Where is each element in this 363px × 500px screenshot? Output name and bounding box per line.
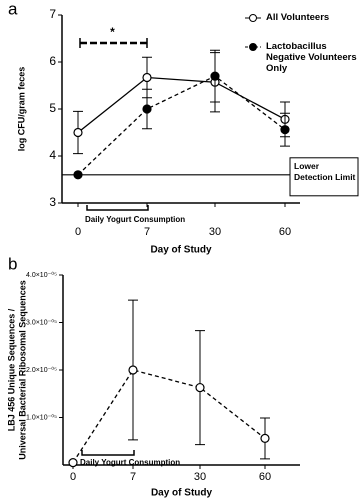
x-tick-label: 30: [194, 471, 206, 483]
series-line: [72, 369, 266, 463]
y-tick-label: 3: [49, 195, 56, 209]
series-line: [77, 75, 286, 176]
legend-label: All Volunteers: [266, 12, 330, 23]
point: [142, 104, 152, 114]
y-tick-label: 4: [49, 148, 56, 162]
point: [73, 127, 83, 138]
panel-label: b: [8, 254, 17, 273]
legend-marker: [249, 43, 257, 51]
y-axis-label: log CFU/gram feces: [16, 67, 26, 152]
x-tick-label: 30: [209, 226, 221, 238]
y-tick-label: 5: [49, 101, 56, 115]
point: [128, 365, 138, 375]
legend-marker: [249, 14, 257, 22]
x-tick-label: 60: [279, 226, 291, 238]
legend-label: Lactobacillus Negative Volunteers Only: [266, 41, 357, 74]
y-tick-label: 6: [49, 54, 56, 68]
y-tick-label: 3.0×10⁻⁰⁵: [26, 318, 57, 326]
reference-label: Lower Detection Limit: [294, 160, 356, 182]
point: [210, 71, 220, 81]
point: [260, 433, 270, 443]
x-axis-label: Day of Study: [151, 488, 213, 499]
bracket: [81, 450, 135, 456]
bracket-label: Daily Yogurt Consumption: [80, 458, 180, 467]
bracket: [86, 205, 149, 211]
point: [142, 72, 152, 83]
significance-label: *: [110, 25, 115, 39]
bracket-label: Daily Yogurt Consumption: [85, 215, 185, 224]
x-tick-label: 7: [144, 226, 150, 238]
x-tick-label: 0: [75, 226, 81, 238]
x-tick-label: 0: [70, 471, 76, 483]
y-tick-label: 1.0×10⁻⁰⁵: [26, 413, 57, 421]
y-tick-label: 4.0×10⁻⁰⁵: [26, 271, 57, 279]
x-axis-label: Day of Study: [150, 245, 212, 256]
x-tick-label: 7: [130, 471, 136, 483]
y-axis-label: Universal Bacterial Ribosomal Sequences: [17, 280, 27, 460]
panel-label: a: [8, 0, 18, 18]
y-tick-label: 7: [49, 7, 56, 21]
y-tick-label: 2.0×10⁻⁰⁵: [26, 366, 57, 374]
point: [280, 125, 290, 135]
series-line: [77, 76, 286, 134]
y-axis-label: LBJ 456 Unique Sequences /: [6, 308, 16, 431]
reference-box: [289, 157, 359, 197]
point: [73, 170, 83, 180]
point: [195, 382, 205, 393]
x-tick-label: 60: [259, 471, 271, 483]
point: [68, 458, 78, 468]
